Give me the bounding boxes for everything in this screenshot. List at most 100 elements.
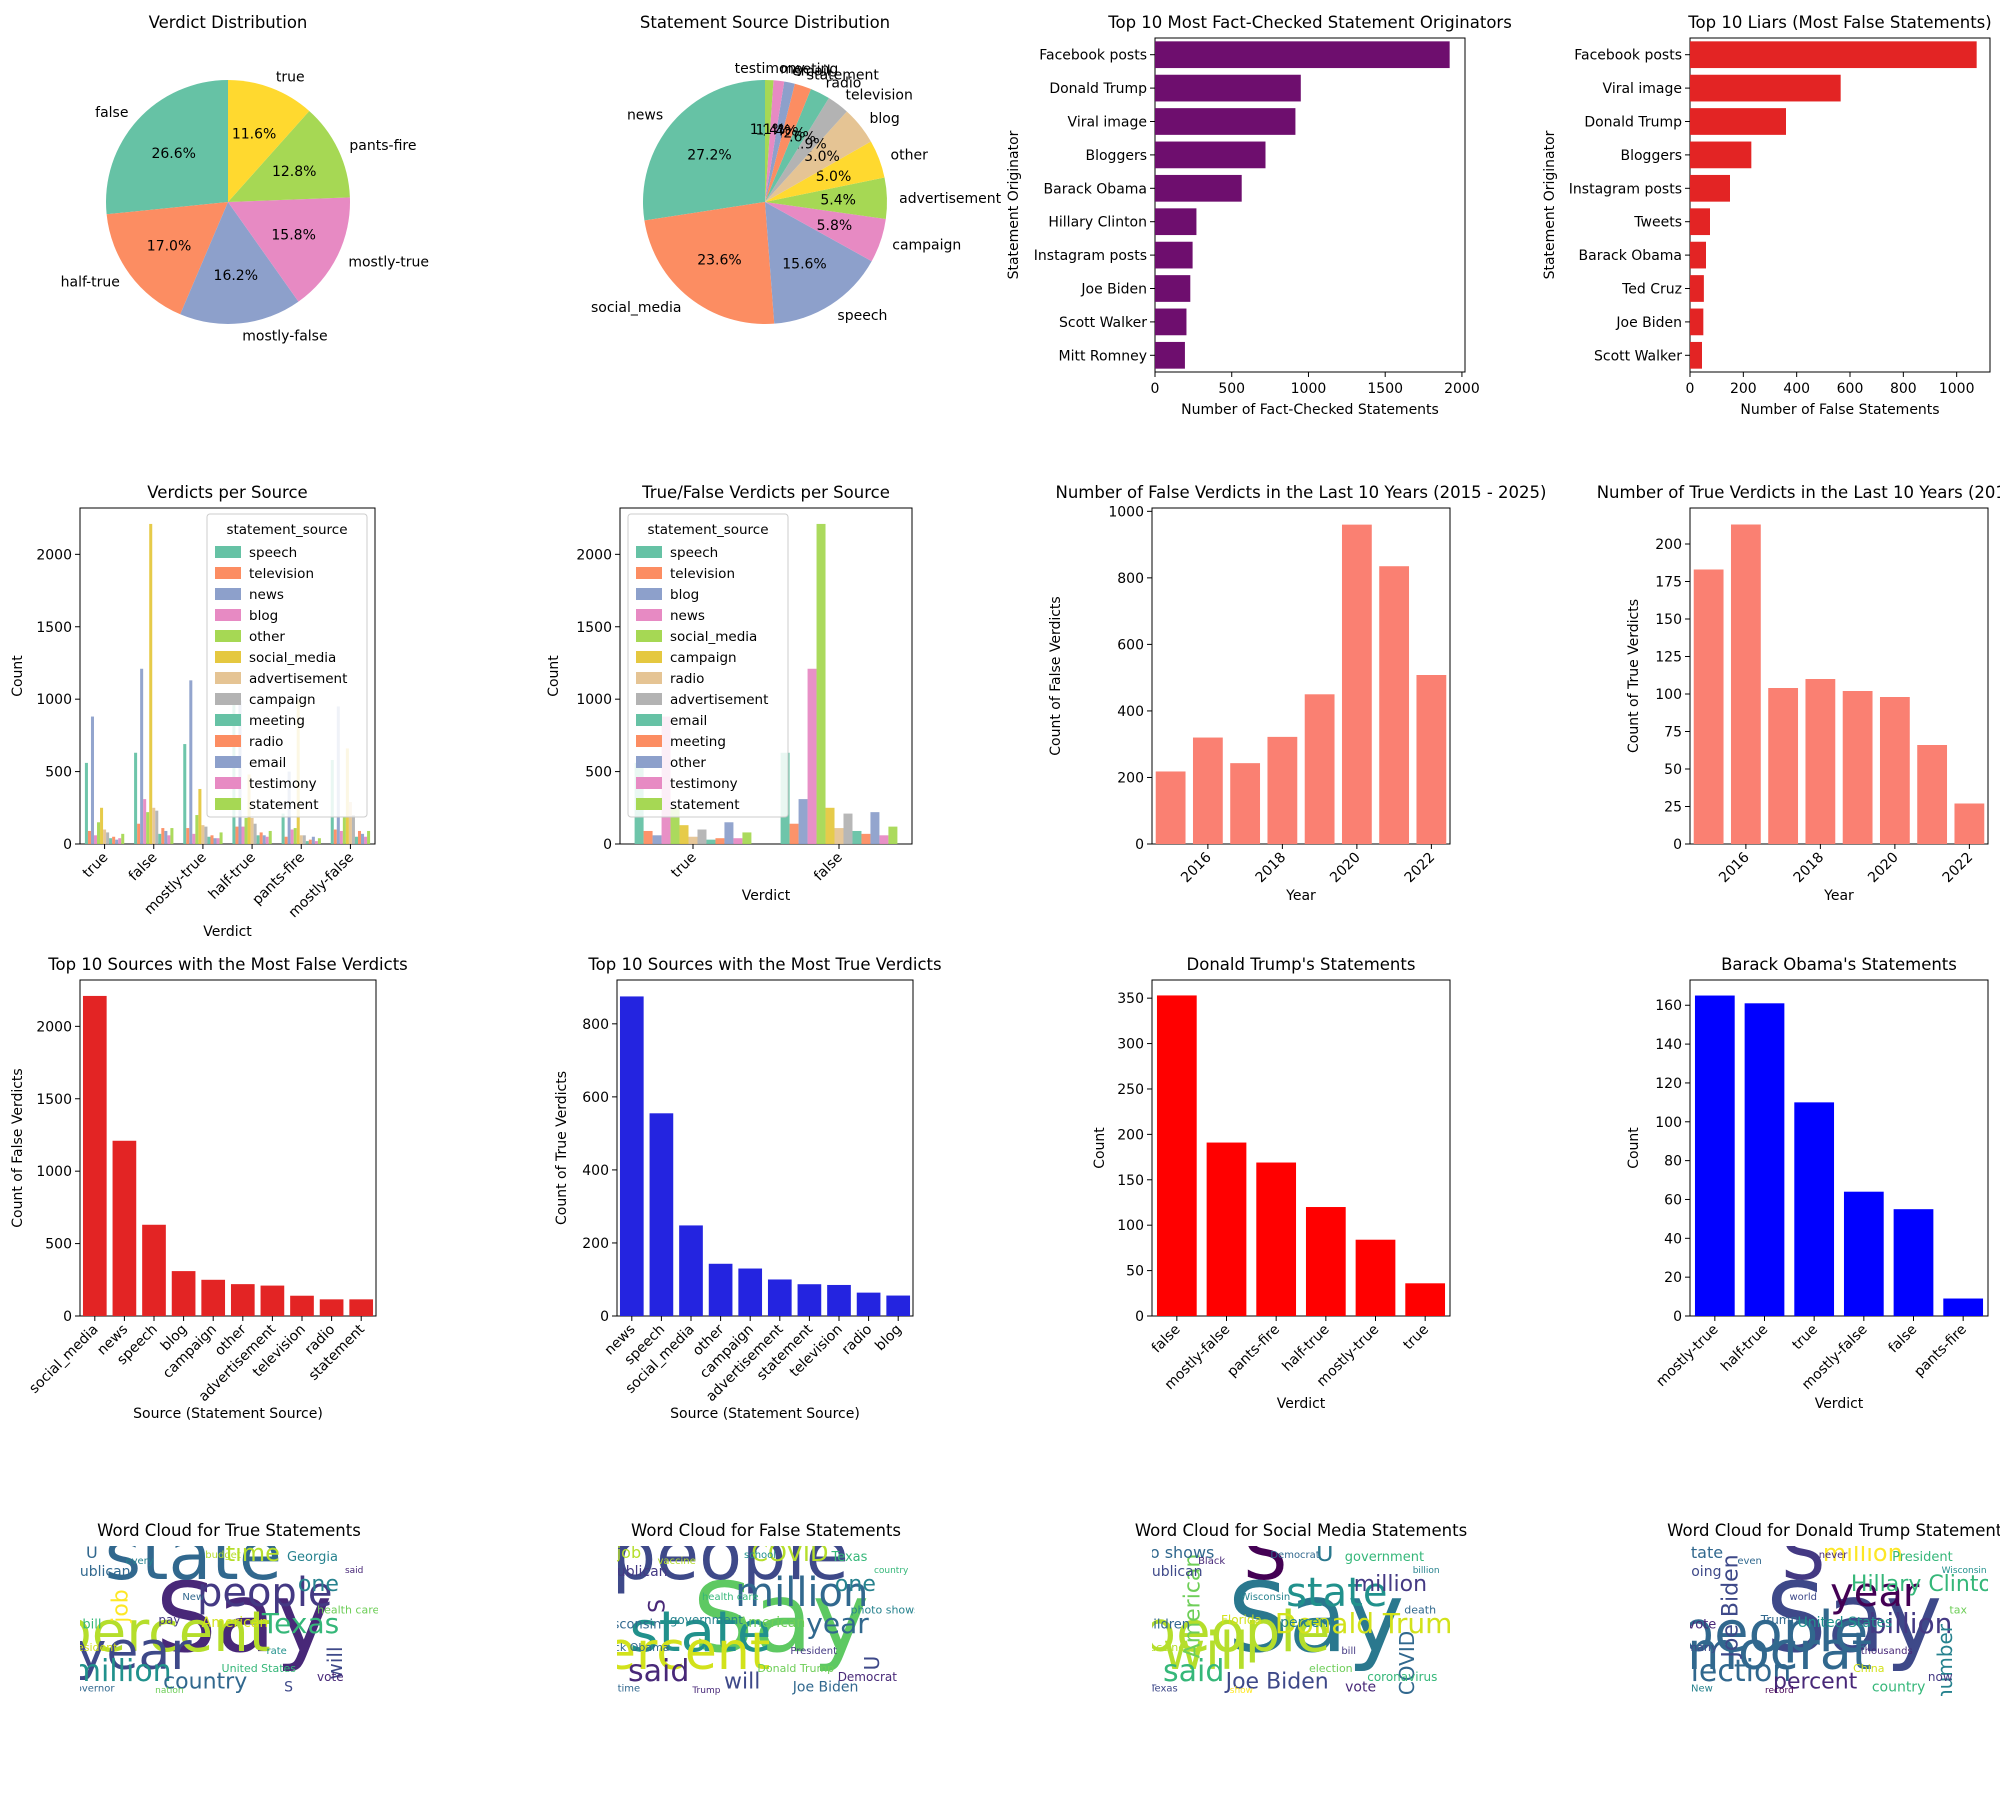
bar bbox=[1893, 1209, 1934, 1316]
bar bbox=[268, 830, 272, 844]
wordcloud-word: school bbox=[744, 1550, 776, 1561]
bar bbox=[1794, 1102, 1835, 1316]
bar bbox=[1693, 569, 1724, 844]
pie-label: pants-fire bbox=[349, 138, 416, 154]
wordcloud-word: governor bbox=[69, 1684, 115, 1695]
legend-label: blog bbox=[670, 587, 699, 603]
chart-top-liars: Facebook posts Viral image Donald Trump Blo… bbox=[1542, 13, 1992, 418]
y-tick-label: 2000 bbox=[36, 1019, 72, 1035]
legend-label: email bbox=[670, 713, 707, 729]
y-tick-label: Joe Biden bbox=[1080, 282, 1147, 298]
legend-label: statement bbox=[670, 797, 740, 813]
y-tick-label: 80 bbox=[1664, 1154, 1682, 1170]
legend-swatch bbox=[215, 588, 241, 600]
wordcloud-word: American bbox=[739, 1615, 806, 1631]
wordcloud-word: time bbox=[618, 1684, 641, 1695]
bar bbox=[302, 835, 306, 844]
y-tick-label: 75 bbox=[1664, 725, 1682, 741]
wordcloud-word: people bbox=[1141, 1600, 1331, 1665]
chart-title: Number of True Verdicts in the Last 10 Y… bbox=[1597, 483, 2000, 502]
wordcloud-word: never bbox=[1819, 1550, 1849, 1561]
bar bbox=[149, 523, 153, 844]
bar bbox=[1805, 679, 1836, 844]
bar bbox=[230, 1284, 255, 1316]
legend-label: testimony bbox=[249, 776, 317, 792]
wordcloud-word: vote bbox=[1345, 1680, 1376, 1696]
y-tick-label: 150 bbox=[1117, 1173, 1144, 1189]
wordcloud-word: Wisconsin bbox=[1942, 1566, 1987, 1576]
bar bbox=[339, 830, 343, 844]
bar bbox=[1730, 524, 1761, 844]
pie-label: meeting bbox=[780, 62, 838, 78]
legend-swatch bbox=[636, 672, 662, 684]
bar bbox=[1405, 1283, 1446, 1316]
bar bbox=[888, 826, 898, 844]
bar bbox=[290, 829, 294, 844]
y-tick-label: 0 bbox=[603, 837, 612, 853]
y-tick-label: Scott Walker bbox=[1594, 348, 1682, 364]
bar bbox=[1690, 341, 1702, 369]
y-tick-label: 0 bbox=[63, 1309, 72, 1325]
bar bbox=[789, 823, 799, 844]
bar bbox=[201, 1279, 226, 1316]
bar bbox=[1155, 74, 1301, 102]
wordcloud-word: job bbox=[109, 1589, 134, 1624]
chart-title: Verdicts per Source bbox=[147, 483, 307, 502]
chart-title: True/False Verdicts per Source bbox=[641, 483, 890, 502]
bar bbox=[1694, 995, 1735, 1316]
wordcloud-word: S bbox=[284, 1680, 293, 1696]
wordcloud-word: state bbox=[1286, 1570, 1387, 1616]
wordcloud-word: Democrat bbox=[1615, 1622, 1872, 1682]
wordcloud-word: state bbox=[630, 1600, 772, 1665]
pie-label: other bbox=[891, 148, 929, 164]
x-axis-label: Source (Statement Source) bbox=[670, 1406, 860, 1422]
bar bbox=[109, 838, 113, 844]
bar bbox=[137, 823, 141, 844]
bar bbox=[1843, 1191, 1884, 1316]
axes-frame bbox=[79, 979, 377, 1317]
wordcloud-word: New bbox=[182, 1592, 204, 1603]
bar bbox=[210, 835, 214, 844]
wordcloud-word: American bbox=[202, 1615, 269, 1631]
pie-slice bbox=[106, 202, 228, 315]
y-tick-label: Donald Trump bbox=[1049, 81, 1147, 97]
y-tick-label: 200 bbox=[1117, 1127, 1144, 1143]
bar bbox=[1155, 41, 1450, 69]
bar bbox=[733, 838, 743, 844]
wordcloud-word: President bbox=[1892, 1550, 1953, 1565]
pie-slice bbox=[642, 80, 765, 221]
bar bbox=[1690, 174, 1730, 202]
axes-frame bbox=[1151, 979, 1451, 1317]
y-tick-label: Tweets bbox=[1633, 215, 1682, 231]
pie-label: mostly-true bbox=[348, 254, 429, 270]
bar bbox=[1155, 241, 1193, 269]
chart-title: Top 10 Liars (Most False Statements) bbox=[1687, 13, 1991, 32]
y-tick-label: 250 bbox=[1117, 1082, 1144, 1098]
bar bbox=[767, 1279, 792, 1316]
legend-label: speech bbox=[249, 545, 297, 561]
y-tick-label: 1500 bbox=[576, 620, 612, 636]
legend-swatch bbox=[636, 714, 662, 726]
bar bbox=[852, 830, 862, 844]
chart-wc-social: Word Cloud for Social Media StatementsSa… bbox=[1135, 1521, 1467, 1696]
bar bbox=[879, 835, 889, 844]
bar bbox=[204, 826, 208, 844]
bar bbox=[1744, 1003, 1785, 1316]
wordcloud-word: U bbox=[1316, 1539, 1334, 1567]
y-tick-label: 500 bbox=[585, 765, 612, 781]
y-tick-label: 500 bbox=[45, 1237, 72, 1253]
wordcloud-word: Wisconsin bbox=[596, 1618, 661, 1633]
bar bbox=[367, 830, 371, 844]
pie-pct-label: 1.1% bbox=[750, 122, 786, 138]
y-axis-label: Count of False Verdicts bbox=[10, 1068, 26, 1227]
pie-pct-label: 5.4% bbox=[820, 193, 856, 209]
wordcloud-word: vote bbox=[1688, 1618, 1717, 1633]
bar bbox=[619, 996, 644, 1316]
wordcloud-word: S bbox=[1781, 1514, 1825, 1596]
bar bbox=[861, 833, 871, 844]
legend-label: advertisement bbox=[249, 671, 347, 687]
chart-title: Statement Source Distribution bbox=[640, 13, 890, 32]
wordcloud-word: Florida bbox=[1221, 1613, 1262, 1627]
wordcloud-word: COVID bbox=[751, 1539, 828, 1567]
x-axis-label: Verdict bbox=[1277, 1396, 1326, 1412]
